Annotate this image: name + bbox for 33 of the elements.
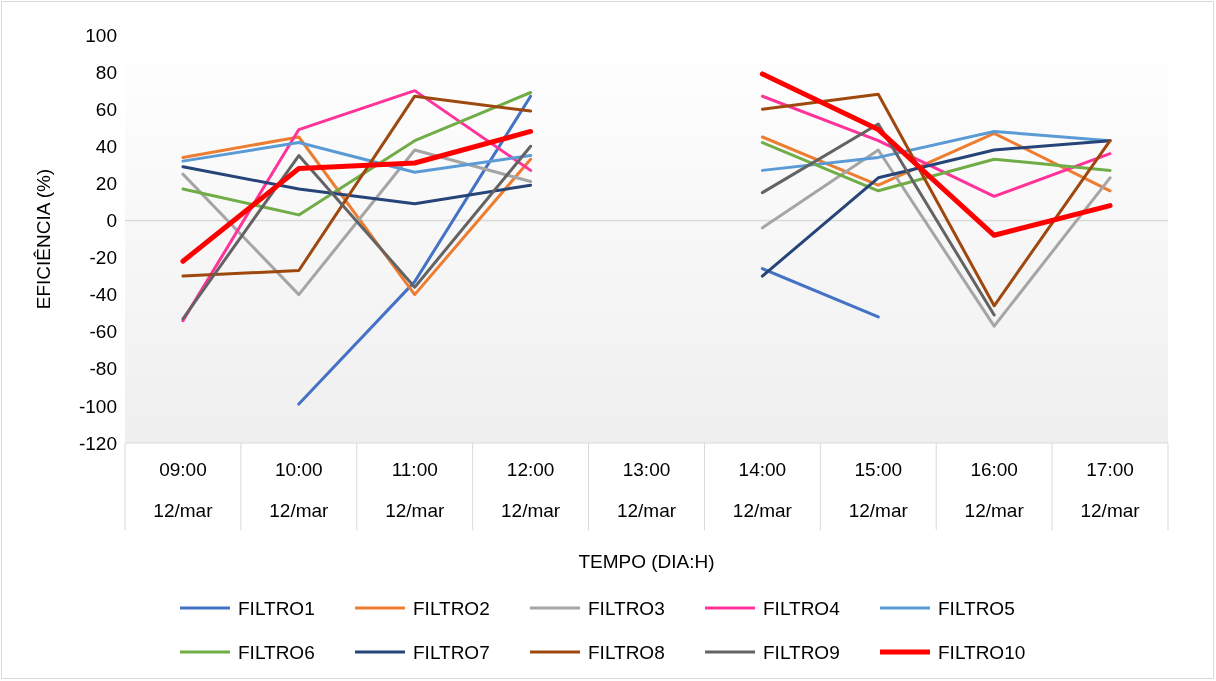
legend-label: FILTRO7 xyxy=(413,642,490,663)
y-tick-label: 40 xyxy=(95,135,117,157)
legend-label: FILTRO6 xyxy=(238,642,315,663)
y-tick-label: -20 xyxy=(89,247,117,269)
y-tick-label: -60 xyxy=(89,321,117,343)
x-tick-label: 15:00 12/mar xyxy=(848,459,909,521)
x-tick-label: 13:00 12/mar xyxy=(616,459,677,521)
x-tick-label: 11:00 12/mar xyxy=(385,459,445,521)
x-tick-label: 12:00 12/mar xyxy=(501,459,561,521)
x-tick-label: 17:00 12/mar xyxy=(1080,459,1141,521)
y-tick-label: -80 xyxy=(89,358,117,380)
y-tick-label: 20 xyxy=(95,172,117,194)
legend-label: FILTRO4 xyxy=(763,598,841,619)
y-tick-label: 80 xyxy=(95,61,117,83)
legend-label: FILTRO8 xyxy=(588,642,665,663)
y-tick-label: 100 xyxy=(85,24,117,46)
legend-label: FILTRO1 xyxy=(238,598,315,619)
y-tick-label: -40 xyxy=(89,284,117,306)
x-tick-label: 14:00 12/mar xyxy=(732,459,793,521)
y-tick-label: 0 xyxy=(106,210,117,232)
x-tick-label: 10:00 12/mar xyxy=(269,459,330,521)
x-axis-title: TEMPO (DIA:H) xyxy=(578,551,715,572)
legend-label: FILTRO5 xyxy=(938,598,1015,619)
y-tick-label: -100 xyxy=(78,395,117,417)
legend-label: FILTRO3 xyxy=(588,598,665,619)
y-axis-title: EFICIÊNCIA (%) xyxy=(33,168,54,310)
x-tick-label: 16:00 12/mar xyxy=(964,459,1025,521)
y-tick-label: 60 xyxy=(95,98,117,120)
legend-label: FILTRO9 xyxy=(763,642,840,663)
legend-label: FILTRO2 xyxy=(413,598,490,619)
x-tick-label: 09:00 12/mar xyxy=(153,459,214,521)
y-tick-label: -120 xyxy=(78,432,117,454)
legend-label: FILTRO10 xyxy=(938,642,1026,663)
